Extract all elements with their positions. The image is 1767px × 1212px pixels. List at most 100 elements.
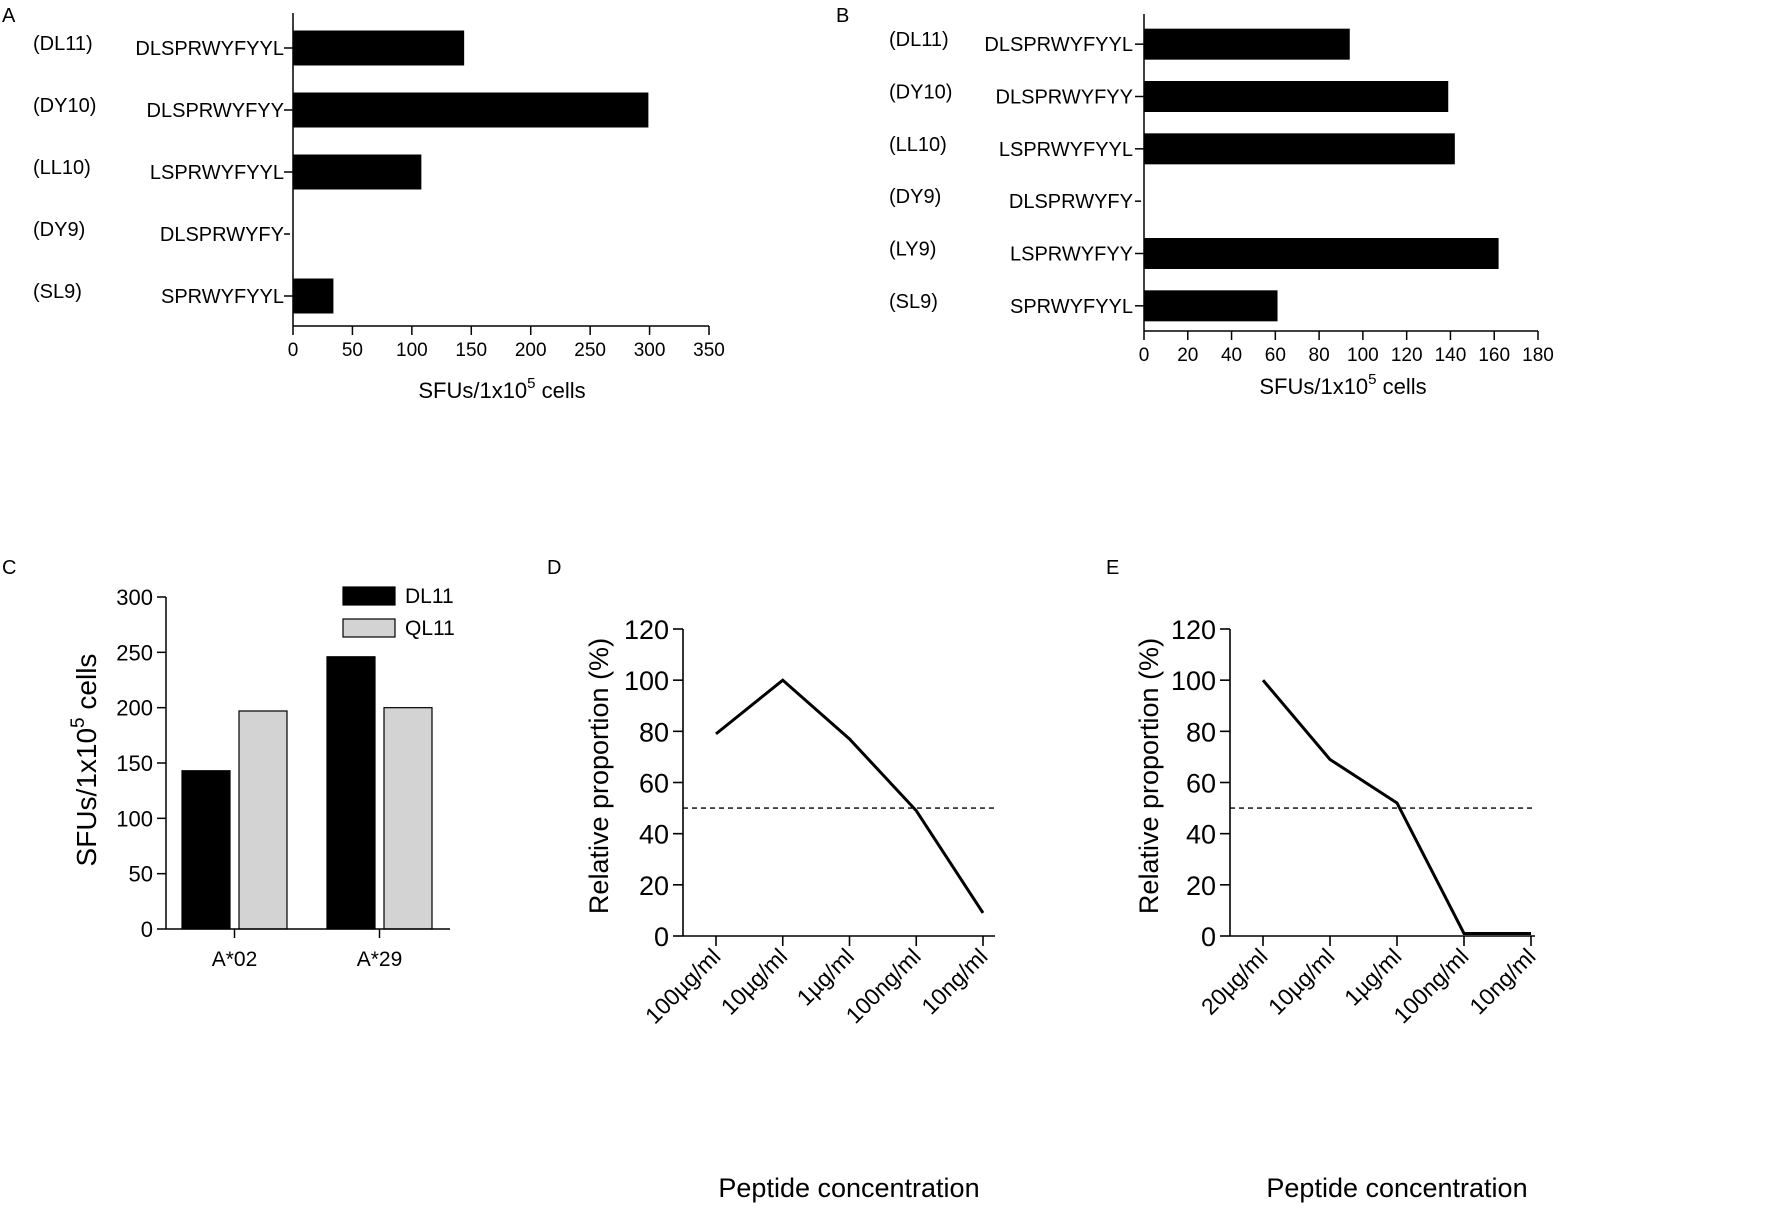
y-tick-label: 0 xyxy=(654,922,669,952)
peptide-id-label: (LL10) xyxy=(889,134,947,156)
panel-e-y-axis-label: Relative proportion (%) xyxy=(1134,638,1164,914)
peptide-id-label: (DL11) xyxy=(889,29,949,51)
panel-a-x-axis-label: SFUs/1x105 cells xyxy=(418,375,585,403)
x-tick-label: 100 xyxy=(1347,345,1379,366)
panel-d-x-axis-label: Peptide concentration xyxy=(718,1173,979,1203)
x-tick-label: 100µg/ml xyxy=(640,943,726,1029)
series-line xyxy=(715,678,985,914)
panel-a-letter: A xyxy=(2,5,16,27)
x-tick-label: 140 xyxy=(1435,345,1467,366)
x-tick-label: 120 xyxy=(1391,345,1423,366)
x-tick-label: 40 xyxy=(1221,345,1242,366)
y-tick-label: 120 xyxy=(1171,615,1216,645)
x-tick-label: 160 xyxy=(1478,345,1510,366)
panel-a-chart: A DLSPRWYFYYL (DL11) DLSPRWYFYY (DY10) LSPRW… xyxy=(2,5,725,403)
y-tick-label: 120 xyxy=(624,615,669,645)
bar xyxy=(293,154,422,190)
peptide-id-label: (SL9) xyxy=(889,291,938,313)
x-tick-label: 80 xyxy=(1309,345,1330,366)
peptide-id-label: (DY10) xyxy=(33,95,96,117)
legend-label: QL11 xyxy=(405,617,455,640)
x-tick-label: 60 xyxy=(1265,345,1286,366)
panel-e-x-axis-label: Peptide concentration xyxy=(1266,1173,1527,1203)
legend-label: DL11 xyxy=(405,585,454,608)
x-tick-label: 100 xyxy=(396,340,428,361)
category-label: LSPRWYFYYL xyxy=(150,162,284,184)
legend-swatch xyxy=(342,618,396,638)
peptide-id-label: (LY9) xyxy=(889,239,936,261)
category-label: LSPRWYFYYL xyxy=(999,139,1133,161)
x-tick-label: 20µg/ml xyxy=(1196,943,1273,1020)
y-tick-label: 150 xyxy=(116,751,153,776)
panel-c-chart: C A*02 A*29 0 50 100 150 200 250 300 DL11 QL11 SFU… xyxy=(2,557,455,971)
category-label: DLSPRWYFYY xyxy=(147,100,284,122)
panel-b-letter: B xyxy=(836,5,849,27)
y-tick-label: 300 xyxy=(116,585,153,610)
panel-b-x-axis-label: SFUs/1x105 cells xyxy=(1259,371,1426,399)
category-label: SPRWYFYYL xyxy=(1010,296,1133,318)
bar xyxy=(1144,81,1449,112)
bar xyxy=(1144,28,1350,60)
peptide-id-label: (DY9) xyxy=(889,186,941,208)
y-tick-label: 0 xyxy=(141,917,153,942)
x-tick-label: 150 xyxy=(455,340,487,361)
x-tick-label: 10ng/ml xyxy=(916,943,992,1019)
series-line xyxy=(1261,679,1531,935)
category-label: LSPRWYFYY xyxy=(1010,244,1133,266)
x-tick-label: 350 xyxy=(693,340,725,361)
y-tick-label: 40 xyxy=(639,820,669,850)
x-tick-label: 300 xyxy=(634,340,666,361)
y-tick-label: 20 xyxy=(639,871,669,901)
y-tick-label: 50 xyxy=(129,862,153,887)
x-tick-label: A*02 xyxy=(212,948,258,971)
bar xyxy=(1144,238,1499,269)
x-tick-label: 20 xyxy=(1177,345,1198,366)
category-label: DLSPRWYFYYL xyxy=(984,34,1133,56)
x-tick-label: 100ng/ml xyxy=(1388,943,1473,1028)
category-label: SPRWYFYYL xyxy=(161,286,284,308)
y-tick-label: 20 xyxy=(1186,871,1216,901)
bar xyxy=(293,92,649,128)
panel-d-letter: D xyxy=(547,557,561,579)
y-tick-label: 80 xyxy=(639,717,669,747)
peptide-id-label: (DY9) xyxy=(33,219,85,241)
y-tick-label: 250 xyxy=(116,640,153,665)
y-tick-label: 80 xyxy=(1186,717,1216,747)
y-tick-label: 60 xyxy=(1186,769,1216,799)
category-label: DLSPRWYFY xyxy=(1009,191,1133,213)
bar xyxy=(326,656,376,930)
category-label: DLSPRWYFYYL xyxy=(135,38,284,60)
bar xyxy=(181,770,231,930)
x-tick-label: 0 xyxy=(288,340,299,361)
panel-d-y-axis-label: Relative proportion (%) xyxy=(584,638,614,914)
bar xyxy=(383,707,433,930)
x-tick-label: 50 xyxy=(342,340,363,361)
x-tick-label: 0 xyxy=(1139,345,1150,366)
bar xyxy=(1144,133,1455,165)
x-tick-label: 10µg/ml xyxy=(716,943,793,1020)
y-tick-label: 200 xyxy=(116,696,153,721)
category-label: DLSPRWYFYY xyxy=(996,87,1133,109)
peptide-id-label: (DY10) xyxy=(889,82,952,104)
x-tick-label: 10µg/ml xyxy=(1263,943,1340,1020)
bar xyxy=(293,30,465,66)
bar xyxy=(293,278,334,314)
peptide-id-label: (DL11) xyxy=(33,33,93,55)
x-tick-label: A*29 xyxy=(357,948,403,971)
x-tick-label: 180 xyxy=(1522,345,1554,366)
panel-e-letter: E xyxy=(1106,557,1119,579)
y-tick-label: 100 xyxy=(116,806,153,831)
panel-c-letter: C xyxy=(2,557,16,579)
y-tick-label: 60 xyxy=(639,769,669,799)
panel-c-y-axis-label: SFUs/1x105 cells xyxy=(68,654,102,867)
peptide-id-label: (LL10) xyxy=(33,157,91,179)
y-tick-label: 40 xyxy=(1186,820,1216,850)
x-tick-label: 250 xyxy=(574,340,606,361)
x-tick-label: 10ng/ml xyxy=(1464,943,1540,1019)
y-tick-label: 100 xyxy=(1171,666,1216,696)
y-tick-label: 0 xyxy=(1201,922,1216,952)
category-label: DLSPRWYFY xyxy=(160,224,284,246)
